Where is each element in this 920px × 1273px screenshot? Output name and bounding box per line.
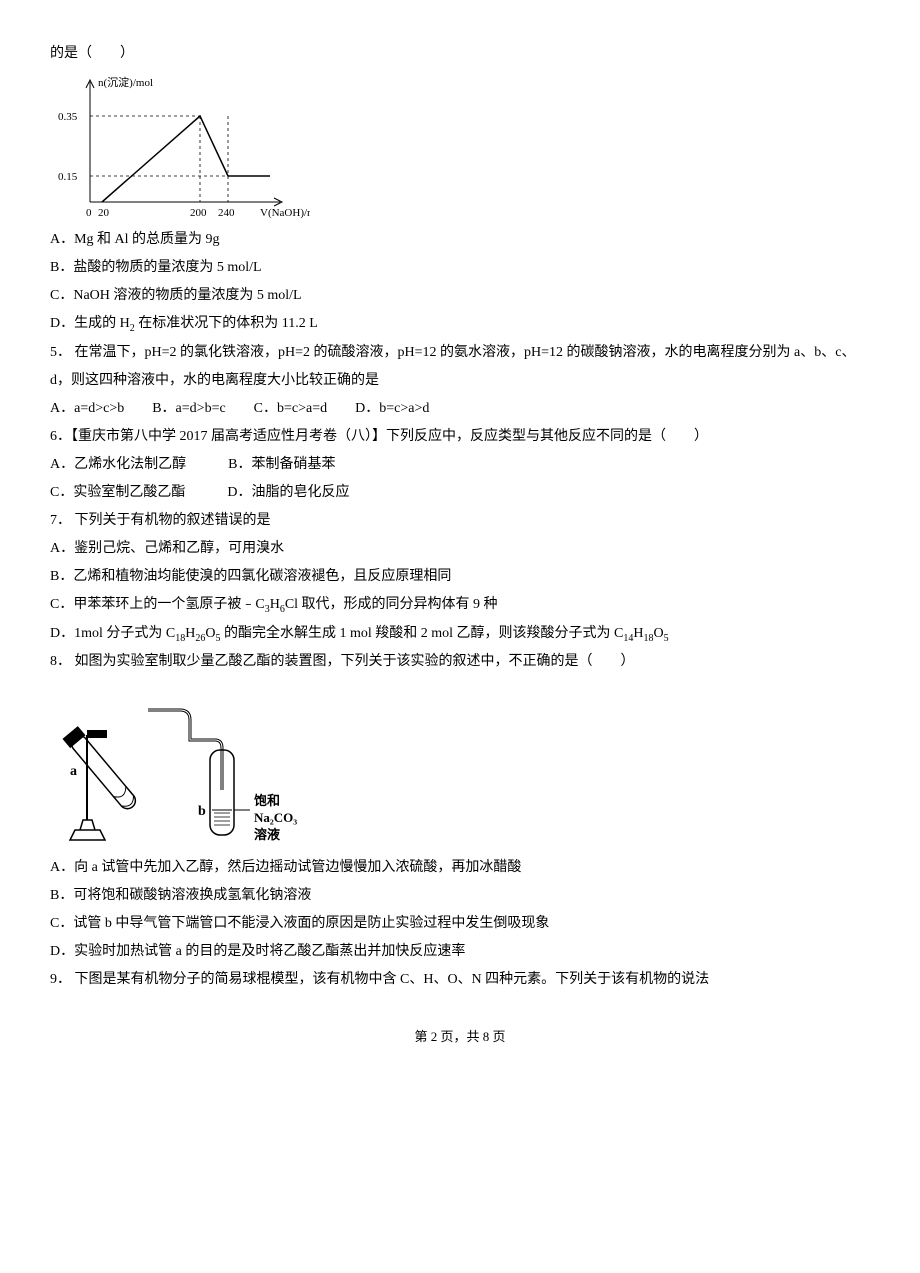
q8-diagram: a b 饱和 Na₂CO₃ 溶液 xyxy=(50,680,870,850)
q7d-5: H xyxy=(633,626,643,641)
q4d-pre: D．生成的 H xyxy=(50,316,130,331)
xtick-2: 200 xyxy=(190,207,207,219)
page-footer: 第 2 页，共 8 页 xyxy=(50,1024,870,1050)
q6-row1: A．乙烯水化法制乙醇 B．苯制备硝基苯 xyxy=(50,451,870,479)
q7-opt-a: A．鉴别己烷、己烯和乙醇，可用溴水 xyxy=(50,535,870,563)
xtick-1: 20 xyxy=(98,207,110,219)
q8-opt-b: B．可将饱和碳酸钠溶液换成氢氧化钠溶液 xyxy=(50,882,870,910)
q4-intro: 的是（ ） xyxy=(50,40,870,68)
q9-stem: 9． 下图是某有机物分子的简易球棍模型，该有机物中含 C、H、O、N 四种元素。… xyxy=(50,966,870,994)
q7d-3: O xyxy=(205,626,215,641)
q7d-s5: 18 xyxy=(644,632,654,643)
xtick-3: 240 xyxy=(218,207,235,219)
label-sol1: 饱和 xyxy=(253,793,280,808)
q6-row2: C．实验室制乙酸乙酯 D．油脂的皂化反应 xyxy=(50,479,870,507)
q8-opt-c: C．试管 b 中导气管下端管口不能浸入液面的原因是防止实验过程中发生倒吸现象 xyxy=(50,910,870,938)
q7d-6: O xyxy=(654,626,664,641)
ytick-0: 0.35 xyxy=(58,111,78,123)
q7d-4: 的酯完全水解生成 1 mol 羧酸和 2 mol 乙醇，则该羧酸分子式为 C xyxy=(220,626,623,641)
q8-opt-d: D．实验时加热试管 a 的目的是及时将乙酸乙酯蒸出并加快反应速率 xyxy=(50,938,870,966)
chart-xlabel: V(NaOH)/mL xyxy=(260,207,310,219)
chart-ylabel: n(沉淀)/mol xyxy=(98,75,153,89)
q4-opt-c: C．NaOH 溶液的物质的量浓度为 5 mol/L xyxy=(50,282,870,310)
q7-stem: 7． 下列关于有机物的叙述错误的是 xyxy=(50,507,870,535)
xtick-0: 0 xyxy=(86,207,92,219)
ytick-1: 0.15 xyxy=(58,171,78,183)
label-sol2: Na₂CO₃ xyxy=(254,810,297,825)
q5-options: A．a=d>c>b B．a=d>b=c C．b=c>a=d D．b=c>a>d xyxy=(50,395,870,423)
q4d-post: 在标准状况下的体积为 11.2 L xyxy=(135,316,318,331)
q7-opt-d: D．1mol 分子式为 C18H26O5 的酯完全水解生成 1 mol 羧酸和 … xyxy=(50,620,870,649)
q7-opt-c: C．甲苯苯环上的一个氢原子被﹣C3H6Cl 取代，形成的同分异构体有 9 种 xyxy=(50,591,870,620)
q7c-2: H xyxy=(270,597,280,612)
q4-opt-b: B．盐酸的物质的量浓度为 5 mol/L xyxy=(50,254,870,282)
q7d-2: H xyxy=(185,626,195,641)
q7d-s6: 5 xyxy=(664,632,669,643)
q7-opt-b: B．乙烯和植物油均能使溴的四氯化碳溶液褪色，且反应原理相同 xyxy=(50,563,870,591)
q7d-1: D．1mol 分子式为 C xyxy=(50,626,175,641)
label-b: b xyxy=(198,804,206,819)
q7c-1: C．甲苯苯环上的一个氢原子被﹣C xyxy=(50,597,265,612)
q5-stem: 5． 在常温下，pH=2 的氯化铁溶液，pH=2 的硫酸溶液，pH=12 的氨水… xyxy=(50,339,870,395)
q7d-s4: 14 xyxy=(623,632,633,643)
label-a: a xyxy=(70,764,77,779)
q7d-s2: 26 xyxy=(195,632,205,643)
q4-opt-a: A．Mg 和 Al 的总质量为 9g xyxy=(50,226,870,254)
q7c-3: Cl 取代，形成的同分异构体有 9 种 xyxy=(285,597,498,612)
label-sol3: 溶液 xyxy=(254,827,280,842)
q7d-s1: 18 xyxy=(175,632,185,643)
q4-chart: n(沉淀)/mol V(NaOH)/mL 0.35 0.15 0 20 200 … xyxy=(50,72,870,222)
q8-stem: 8． 如图为实验室制取少量乙酸乙酯的装置图，下列关于该实验的叙述中，不正确的是（… xyxy=(50,648,870,676)
q8-opt-a: A．向 a 试管中先加入乙醇，然后边摇动试管边慢慢加入浓硫酸，再加冰醋酸 xyxy=(50,854,870,882)
q4-opt-d: D．生成的 H2 在标准状况下的体积为 11.2 L xyxy=(50,310,870,339)
q6-stem: 6．【重庆市第八中学 2017 届高考适应性月考卷（八）】下列反应中，反应类型与… xyxy=(50,423,870,451)
